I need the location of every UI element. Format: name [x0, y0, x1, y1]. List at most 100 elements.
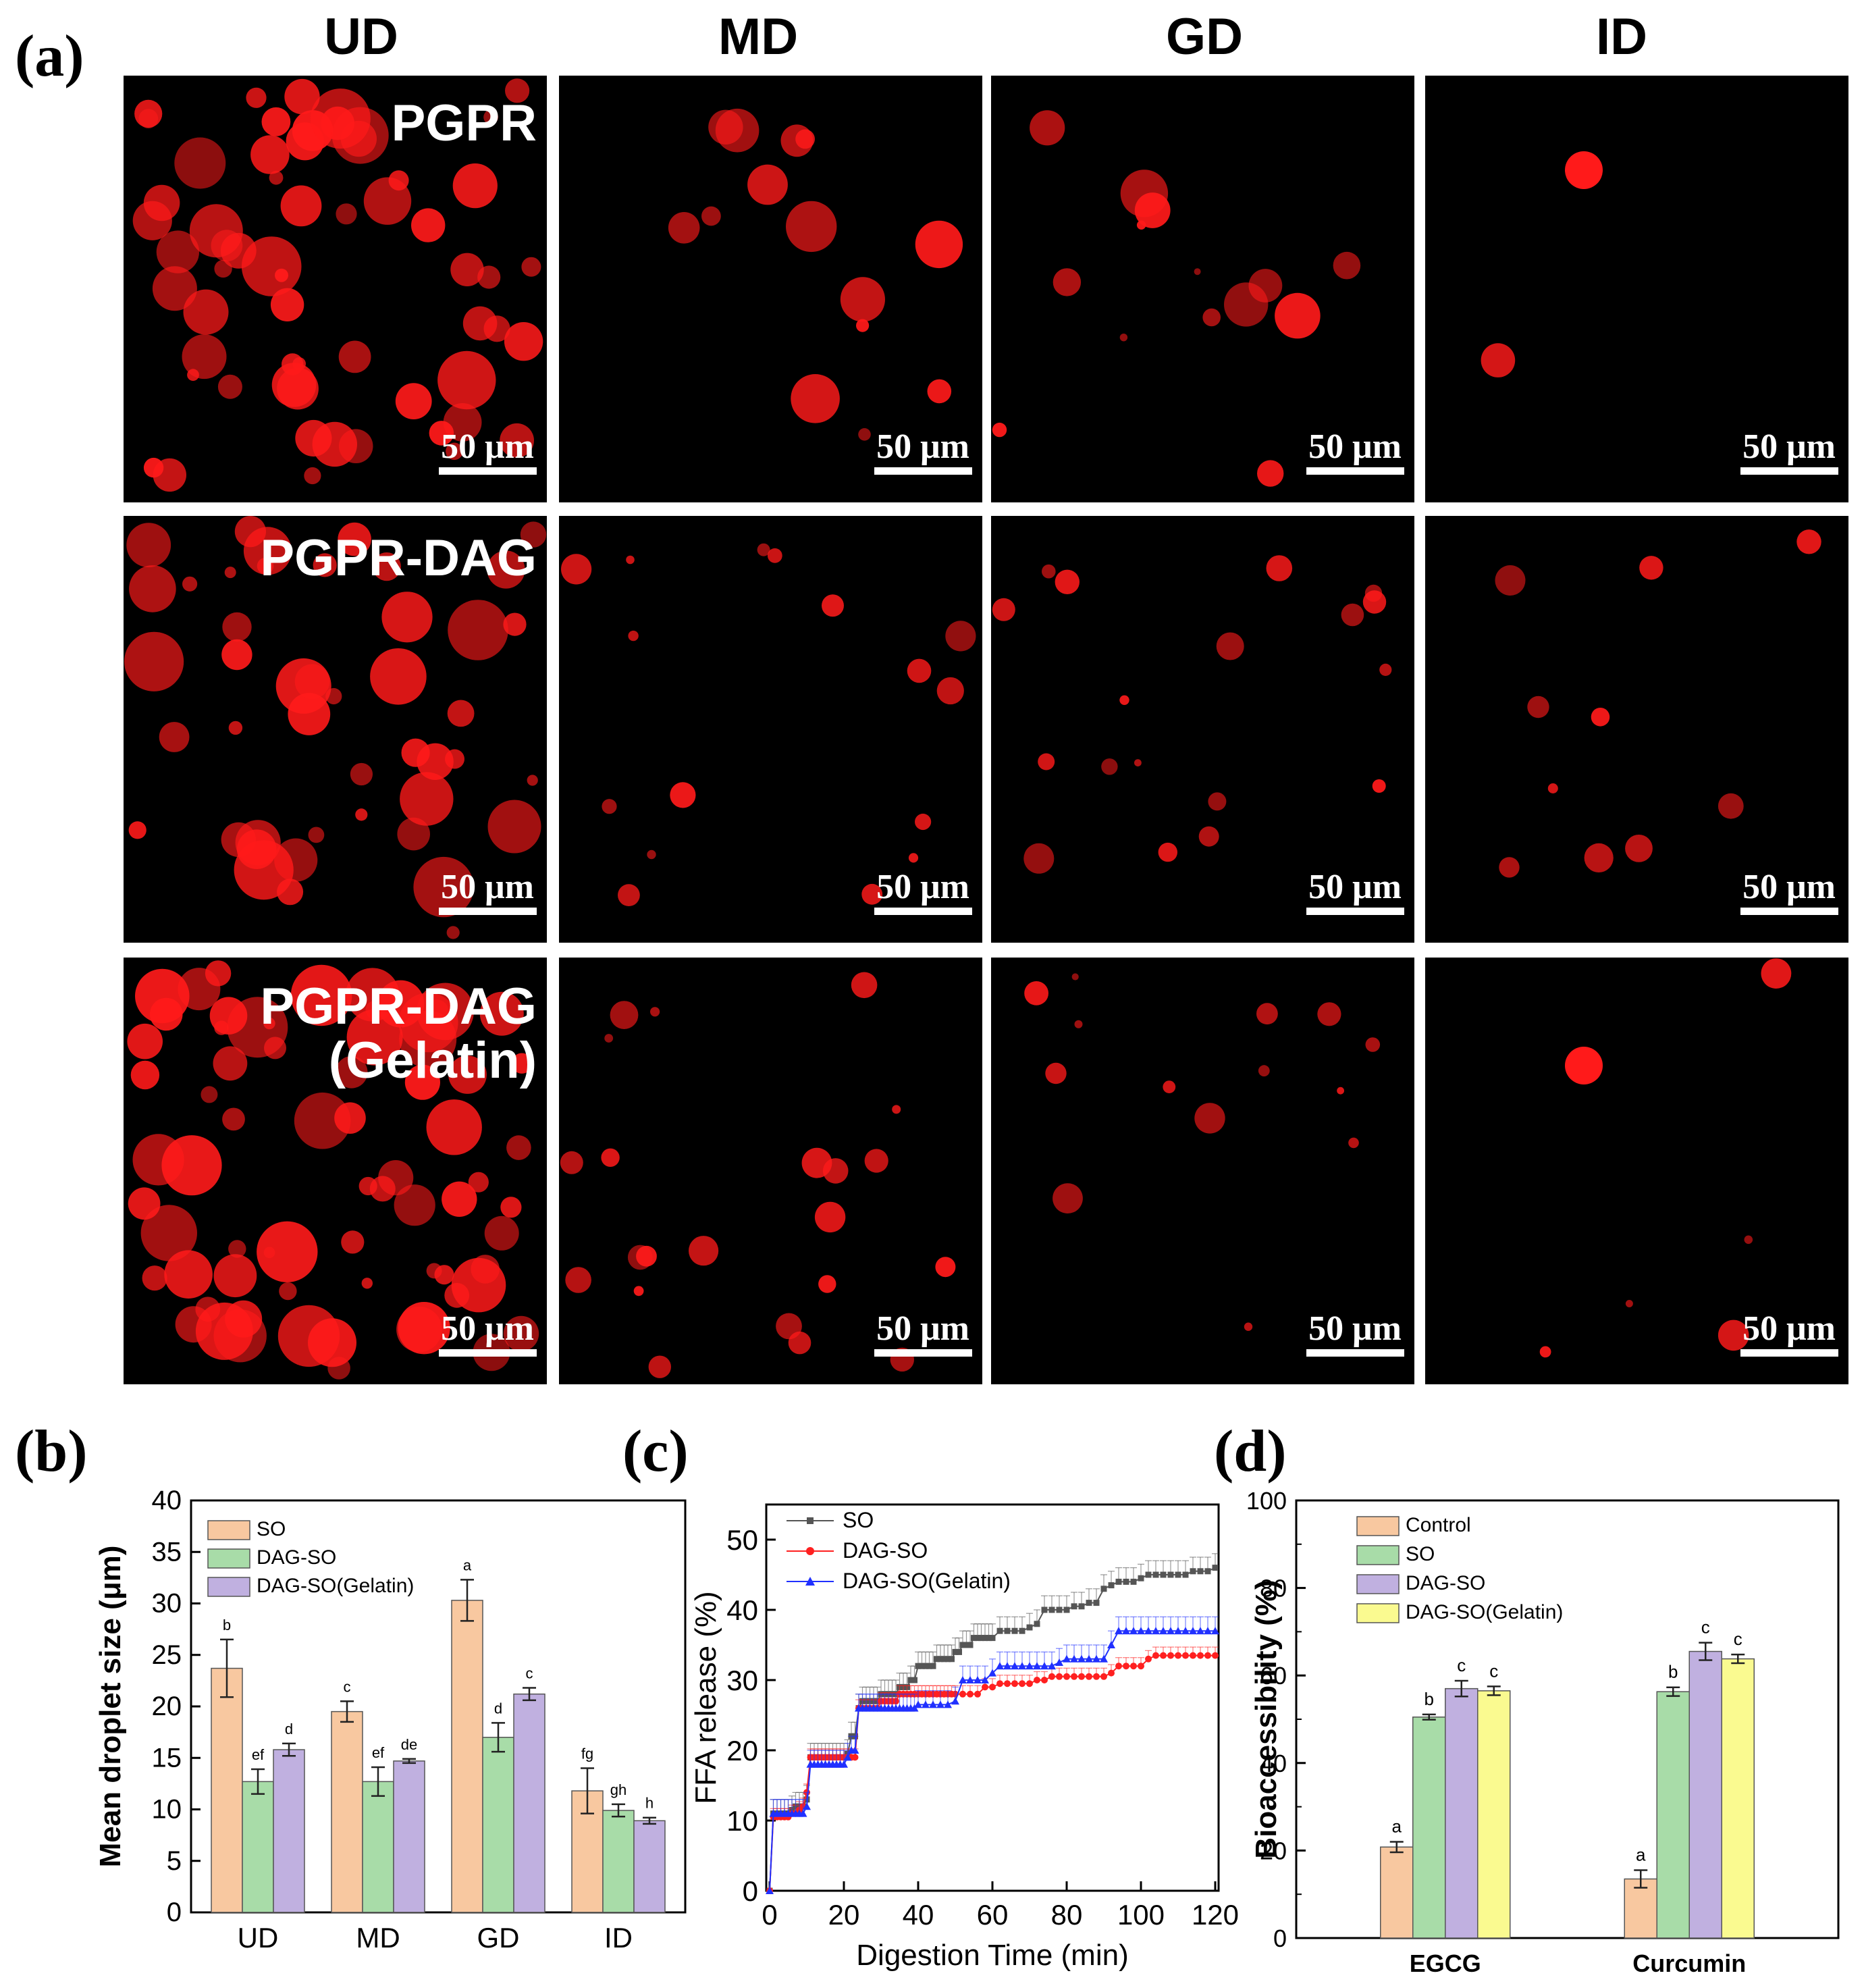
micrograph-tile: 50 μm	[124, 958, 547, 1384]
y-tick-label: 30	[152, 1589, 182, 1619]
bar	[482, 1737, 514, 1913]
y-tick-label: 30	[726, 1665, 758, 1696]
data-point	[1138, 1575, 1144, 1581]
droplet	[1119, 334, 1128, 342]
droplet	[241, 236, 302, 296]
legend-swatch	[207, 1548, 250, 1569]
data-point	[1100, 1654, 1108, 1663]
droplet	[222, 1107, 245, 1131]
data-point	[1078, 1603, 1085, 1610]
data-point	[1078, 1673, 1085, 1680]
series-2: DAG-SO(Gelatin)	[766, 1569, 1219, 1894]
y-tick-label: 40	[1260, 1750, 1287, 1777]
micrograph-background	[991, 958, 1414, 1384]
droplet	[1565, 1047, 1603, 1084]
data-point	[1190, 1568, 1196, 1575]
scale-bar	[439, 1349, 537, 1357]
legend-label: SO	[1406, 1543, 1435, 1565]
data-point	[1129, 1627, 1138, 1635]
legend-label: DAG-SO	[843, 1538, 928, 1563]
legend-label: Control	[1406, 1514, 1471, 1536]
droplet	[257, 1221, 318, 1283]
droplet	[483, 315, 510, 342]
droplet	[1565, 151, 1603, 189]
scale-bar-label: 50 μm	[441, 1309, 534, 1348]
droplet	[840, 277, 885, 322]
data-point	[986, 1635, 992, 1642]
legend-marker	[805, 1577, 815, 1586]
scale-bar	[1306, 908, 1404, 915]
data-point	[1092, 1654, 1100, 1663]
droplet	[1023, 843, 1055, 874]
droplet	[527, 775, 538, 786]
droplet	[602, 799, 617, 814]
droplet	[270, 288, 304, 321]
droplet	[1625, 835, 1653, 862]
droplet	[1495, 565, 1526, 596]
x-tick-label: 0	[762, 1899, 777, 1931]
droplet	[294, 1092, 351, 1149]
droplet	[992, 422, 1007, 438]
significance-label: b	[1668, 1662, 1678, 1682]
x-tick-label: 20	[828, 1899, 860, 1931]
data-point	[1019, 1627, 1026, 1634]
droplet	[786, 201, 837, 253]
droplet	[284, 78, 320, 115]
droplet	[1547, 783, 1558, 793]
y-tick-label: 35	[152, 1537, 182, 1567]
droplet	[250, 135, 290, 174]
droplet	[183, 289, 229, 335]
droplet	[1071, 973, 1079, 980]
bar	[633, 1820, 666, 1913]
data-point	[989, 1635, 996, 1642]
droplet	[1256, 1003, 1278, 1025]
droplet	[404, 1064, 441, 1100]
droplet	[483, 109, 498, 125]
droplet	[164, 1250, 213, 1299]
droplet	[858, 428, 871, 441]
droplet	[336, 203, 357, 225]
micrograph-tile: 50 μm	[559, 516, 982, 943]
x-tick-label: 120	[1192, 1899, 1239, 1931]
droplet	[224, 567, 236, 579]
legend-label: DAG-SO(Gelatin)	[1406, 1601, 1563, 1623]
micrograph-tile: 50 μm	[124, 516, 547, 943]
y-tick-label: 0	[167, 1898, 182, 1927]
droplet	[327, 1357, 350, 1380]
droplet	[1481, 343, 1516, 377]
droplet	[822, 594, 844, 617]
plot-frame	[1295, 1499, 1840, 1939]
droplet	[818, 1275, 836, 1293]
x-tick-label: 60	[977, 1899, 1009, 1931]
bar	[331, 1710, 363, 1913]
bar	[602, 1810, 635, 1913]
data-point	[1100, 1673, 1107, 1680]
y-tick-label: 0	[1273, 1925, 1287, 1952]
data-point	[1048, 1673, 1055, 1680]
data-point	[1063, 1606, 1070, 1613]
legend-label: DAG-SO	[1406, 1572, 1485, 1594]
droplet	[182, 334, 227, 380]
droplet	[610, 1001, 639, 1029]
droplet	[801, 1147, 832, 1178]
bar	[1656, 1691, 1690, 1939]
droplet	[1333, 251, 1361, 280]
data-point	[1167, 1627, 1175, 1635]
droplet	[668, 212, 700, 244]
droplet	[1194, 1103, 1225, 1134]
droplet	[448, 600, 508, 660]
droplet	[143, 184, 180, 221]
droplet	[1258, 1065, 1270, 1077]
bar	[211, 1667, 243, 1913]
droplet	[397, 817, 430, 851]
droplet	[129, 565, 176, 612]
scale-bar-label: 50 μm	[441, 868, 534, 906]
droplet	[277, 1305, 340, 1367]
x-category-label: MD	[356, 1922, 400, 1954]
bar	[1721, 1658, 1755, 1939]
panel-b-droplet-size-chart: (b) 0 5 10 15 20 25 30 35 40 Mean droplet size (μm…	[15, 1419, 687, 1954]
droplet	[130, 1060, 160, 1090]
droplet	[1379, 663, 1392, 677]
data-point	[1182, 1571, 1189, 1578]
droplet	[228, 721, 243, 735]
